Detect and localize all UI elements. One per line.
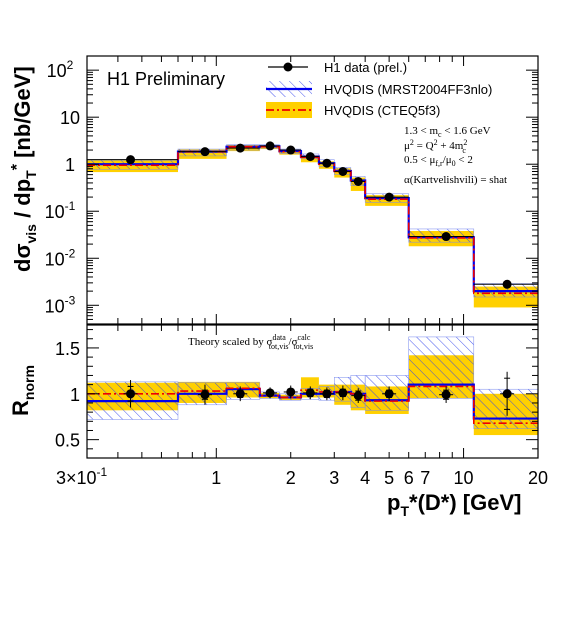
y-tick-label-top-4: 10 [60, 108, 80, 128]
top-data-point-0 [87, 155, 178, 165]
svg-text:Rnorm: Rnorm [8, 365, 37, 416]
top-frame [86, 55, 539, 325]
top-data-point-2 [226, 143, 260, 153]
bottom-data-point-7 [335, 385, 350, 401]
x-tick-label-3: 3 [329, 468, 339, 488]
top-mrst-band-10 [408, 228, 475, 243]
x-tick-label-8: 10 [454, 468, 474, 488]
bottom-data-point-6 [319, 387, 334, 401]
bottom-data-point-4 [283, 385, 298, 399]
annotation-alpha: α(Kartvelishvili) = shat [404, 174, 507, 186]
ratio-note: Theory scaled by σdata tot,vis/σcalc tot,v… [188, 333, 313, 351]
svg-text:dσvis / dpT* [nb/GeV]: dσvis / dpT* [nb/GeV] [9, 66, 39, 272]
bottom-data-point-11 [500, 371, 515, 416]
legend-cteq-label: HVQDIS (CTEQ5f3) [324, 103, 440, 118]
annotation-mu-range: 0.5 < μf,r/μ0 < 2 [404, 154, 473, 168]
bottom-panel: 3×10-1 1 2 3 4 5 6 7 10 20 0.5 1 1.5 Theory scaled b… [55, 324, 548, 488]
top-data-point-5 [300, 152, 319, 162]
x-tick-label-9: 20 [528, 468, 548, 488]
bottom-mrst-band-10 [408, 336, 475, 399]
y-tick-label-top-0: 10-3 [45, 293, 76, 316]
x-axis-label: pT*(D*) [GeV] [387, 490, 521, 519]
annotation-scale: μ2 = Q2 + 4m2 c [404, 138, 467, 155]
bottom-data-point-9 [382, 386, 397, 402]
bottom-mrst-line [87, 383, 538, 420]
x-tick-label-1: 1 [211, 468, 221, 488]
x-tick-label-4: 4 [360, 468, 370, 488]
bottom-data-point-5 [303, 386, 318, 400]
bottom-data-point-0 [123, 380, 138, 408]
bottom-frame [86, 324, 539, 459]
bottom-cteq-line [87, 385, 538, 424]
bottom-data-point-8 [351, 388, 366, 403]
y-tick-label-bottom-1: 1 [70, 385, 80, 405]
top-data-point-8 [350, 176, 366, 186]
y-tick-label-bottom-0: 0.5 [55, 431, 80, 451]
top-data-point-9 [365, 192, 409, 202]
legend-mrst-label: HVQDIS (MRST2004FF3nlo) [324, 82, 492, 97]
x-tick-label-0: 3×10-1 [56, 465, 108, 488]
top-data-point-11 [473, 279, 538, 289]
top-panel: 10-3 10-2 10-1 1 10 102 H1 Preliminary H1 dat… [45, 55, 539, 325]
bottom-data-point-3 [263, 387, 278, 399]
y-tick-label-top-5: 102 [47, 58, 74, 81]
x-tick-label-5: 5 [384, 468, 394, 488]
annotation-mass: 1.3 < mc < 1.6 GeV [404, 125, 491, 139]
y-tick-label-top-2: 10-1 [45, 199, 76, 222]
top-cteq-line [87, 145, 538, 295]
bottom-data-point-10 [439, 386, 454, 403]
y-axis-label-top: dσvis / dpT* [nb/GeV] [9, 66, 39, 272]
annotations: 1.3 < mc < 1.6 GeV μ2 = Q2 + 4m2 c 0.5 < … [404, 125, 507, 186]
top-data-point-10 [408, 232, 474, 242]
x-tick-label-2: 2 [286, 468, 296, 488]
top-data-point-6 [318, 158, 335, 168]
legend: H1 data (prel.) HVQDIS (MRST2004FF3nlo) … [266, 60, 492, 118]
x-tick-label-6: 6 [404, 468, 414, 488]
y-tick-label-top-3: 1 [65, 155, 75, 175]
legend-data-label: H1 data (prel.) [324, 60, 407, 75]
legend-data-marker [283, 62, 293, 72]
top-data-point-4 [279, 145, 301, 155]
bottom-data-point-1 [197, 384, 212, 405]
y-tick-label-top-1: 10-2 [45, 246, 76, 269]
y-axis-label-bottom: Rnorm [8, 365, 37, 416]
top-data-point-1 [177, 147, 227, 157]
bottom-data-point-2 [233, 386, 248, 402]
top-data-point-3 [259, 141, 280, 151]
top-data-point-7 [334, 166, 351, 176]
chart-title: H1 Preliminary [107, 69, 225, 89]
x-tick-label-7: 7 [420, 468, 430, 488]
y-tick-label-bottom-2: 1.5 [55, 339, 80, 359]
